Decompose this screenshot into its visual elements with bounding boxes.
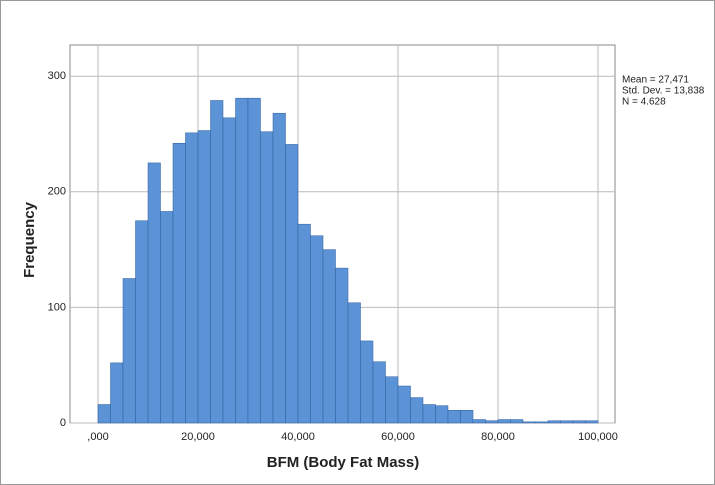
bar (535, 421, 549, 424)
bar (322, 249, 336, 424)
x-axis-title: BFM (Body Fat Mass) (267, 454, 420, 471)
bar (110, 362, 124, 424)
bar (247, 97, 261, 424)
y-tick-label: 0 (60, 417, 66, 429)
stat-label: Mean = 27,471 (622, 75, 689, 86)
bar (560, 420, 574, 424)
x-tick-label: 80,000 (481, 431, 515, 443)
bar (222, 117, 236, 424)
bar (460, 410, 474, 424)
stat-label: Std. Dev. = 13,838 (622, 86, 705, 97)
bar (410, 397, 424, 424)
bar (297, 223, 311, 424)
bar (347, 302, 361, 424)
y-tick-label: 300 (48, 70, 66, 82)
bar (310, 235, 324, 424)
bar (447, 410, 461, 424)
bar (272, 112, 286, 424)
bar (97, 404, 111, 424)
bar (572, 420, 586, 424)
bar (210, 100, 224, 424)
bar (135, 220, 149, 424)
bar (172, 143, 186, 424)
bar (422, 404, 436, 424)
x-tick-label: 60,000 (381, 431, 415, 443)
bar (160, 211, 174, 424)
bar (435, 405, 449, 424)
bar (372, 361, 386, 424)
bar (485, 420, 499, 424)
bar (585, 420, 599, 424)
x-tick-label: 100,000 (578, 431, 618, 443)
x-tick-label: 20,000 (181, 431, 215, 443)
y-tick-label: 200 (48, 186, 66, 198)
bar (260, 131, 274, 424)
bar (360, 340, 374, 424)
bar (285, 144, 299, 424)
bar (522, 421, 536, 424)
bar (547, 420, 561, 424)
bar (147, 162, 161, 424)
stat-label: N = 4.628 (622, 97, 666, 108)
bar (335, 267, 349, 424)
y-axis-title: Frequency (21, 201, 38, 278)
y-tick-label: 100 (48, 301, 66, 313)
bar (472, 419, 486, 424)
bar (122, 278, 136, 424)
bar (185, 132, 199, 424)
bar (197, 130, 211, 424)
x-tick-label: 40,000 (281, 431, 315, 443)
bar (385, 376, 399, 424)
bar (235, 97, 249, 424)
bar (510, 419, 524, 424)
x-tick-label: ,000 (87, 431, 108, 443)
bar (497, 419, 511, 424)
bar (397, 385, 411, 424)
